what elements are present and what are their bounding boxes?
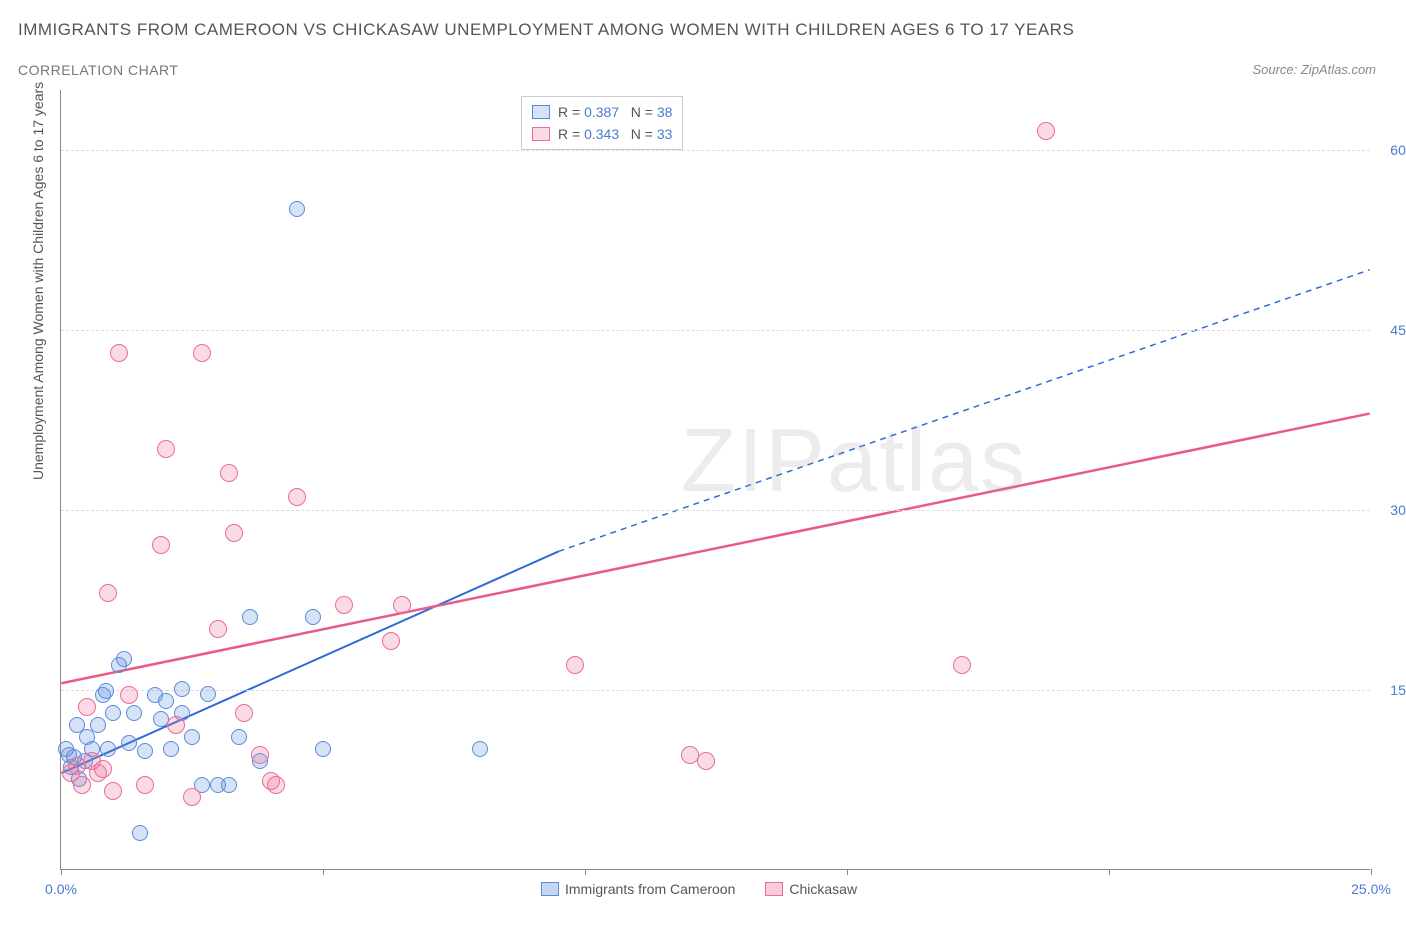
chart-subtitle: CORRELATION CHART <box>18 62 178 78</box>
scatter-point <box>200 686 216 702</box>
legend-swatch <box>532 105 550 119</box>
scatter-point <box>221 777 237 793</box>
scatter-point <box>121 735 137 751</box>
scatter-point <box>393 596 411 614</box>
legend-item: Immigrants from Cameroon <box>541 881 735 897</box>
scatter-point <box>183 788 201 806</box>
scatter-point <box>158 693 174 709</box>
scatter-point <box>94 760 112 778</box>
legend-label: Immigrants from Cameroon <box>565 881 735 897</box>
scatter-point <box>120 686 138 704</box>
chart-title: IMMIGRANTS FROM CAMEROON VS CHICKASAW UN… <box>18 20 1074 40</box>
scatter-point <box>315 741 331 757</box>
gridline <box>61 510 1370 511</box>
scatter-point <box>157 440 175 458</box>
y-tick-label: 30.0% <box>1390 502 1406 518</box>
x-tick <box>585 869 586 875</box>
stats-text: R = 0.387 N = 38 <box>558 104 672 120</box>
scatter-point <box>136 776 154 794</box>
scatter-point <box>100 741 116 757</box>
scatter-point <box>697 752 715 770</box>
scatter-point <box>167 716 185 734</box>
scatter-point <box>126 705 142 721</box>
scatter-point <box>382 632 400 650</box>
scatter-point <box>193 344 211 362</box>
scatter-point <box>73 776 91 794</box>
x-tick-label: 25.0% <box>1351 881 1391 897</box>
stats-row: R = 0.387 N = 38 <box>532 101 672 123</box>
scatter-point <box>209 620 227 638</box>
scatter-point <box>262 772 280 790</box>
scatter-point <box>1037 122 1055 140</box>
scatter-point <box>305 609 321 625</box>
scatter-point <box>174 681 190 697</box>
x-tick <box>61 869 62 875</box>
gridline <box>61 150 1370 151</box>
scatter-point <box>98 683 114 699</box>
correlation-stats-box: R = 0.387 N = 38 R = 0.343 N = 33 <box>521 96 683 150</box>
scatter-point <box>184 729 200 745</box>
scatter-point <box>251 746 269 764</box>
scatter-point <box>289 201 305 217</box>
scatter-point <box>231 729 247 745</box>
scatter-point <box>137 743 153 759</box>
plot-area: ZIPatlas 15.0%30.0%45.0%60.0%0.0%25.0%R … <box>60 90 1370 870</box>
gridline <box>61 330 1370 331</box>
scatter-point <box>152 536 170 554</box>
x-tick <box>1371 869 1372 875</box>
stats-row: R = 0.343 N = 33 <box>532 123 672 145</box>
scatter-point <box>953 656 971 674</box>
scatter-point <box>220 464 238 482</box>
scatter-point <box>472 741 488 757</box>
gridline <box>61 690 1370 691</box>
scatter-point <box>90 717 106 733</box>
scatter-point <box>99 584 117 602</box>
y-tick-label: 45.0% <box>1390 322 1406 338</box>
legend-label: Chickasaw <box>789 881 857 897</box>
legend-swatch <box>532 127 550 141</box>
scatter-point <box>288 488 306 506</box>
source-attribution: Source: ZipAtlas.com <box>1252 62 1376 77</box>
y-tick-label: 60.0% <box>1390 142 1406 158</box>
y-axis-label: Unemployment Among Women with Children A… <box>30 82 46 480</box>
scatter-point <box>235 704 253 722</box>
scatter-point <box>116 651 132 667</box>
scatter-point <box>335 596 353 614</box>
scatter-point <box>153 711 169 727</box>
scatter-point <box>78 698 96 716</box>
scatter-point <box>132 825 148 841</box>
scatter-point <box>105 705 121 721</box>
x-tick <box>323 869 324 875</box>
scatter-point <box>104 782 122 800</box>
legend-swatch <box>541 882 559 896</box>
scatter-point <box>110 344 128 362</box>
y-tick-label: 15.0% <box>1390 682 1406 698</box>
trend-line <box>61 414 1369 684</box>
legend: Immigrants from Cameroon Chickasaw <box>541 881 857 897</box>
legend-swatch <box>765 882 783 896</box>
x-tick <box>847 869 848 875</box>
x-tick <box>1109 869 1110 875</box>
scatter-point <box>242 609 258 625</box>
scatter-point <box>225 524 243 542</box>
x-tick-label: 0.0% <box>45 881 77 897</box>
scatter-point <box>163 741 179 757</box>
scatter-point <box>566 656 584 674</box>
stats-text: R = 0.343 N = 33 <box>558 126 672 142</box>
legend-item: Chickasaw <box>765 881 857 897</box>
